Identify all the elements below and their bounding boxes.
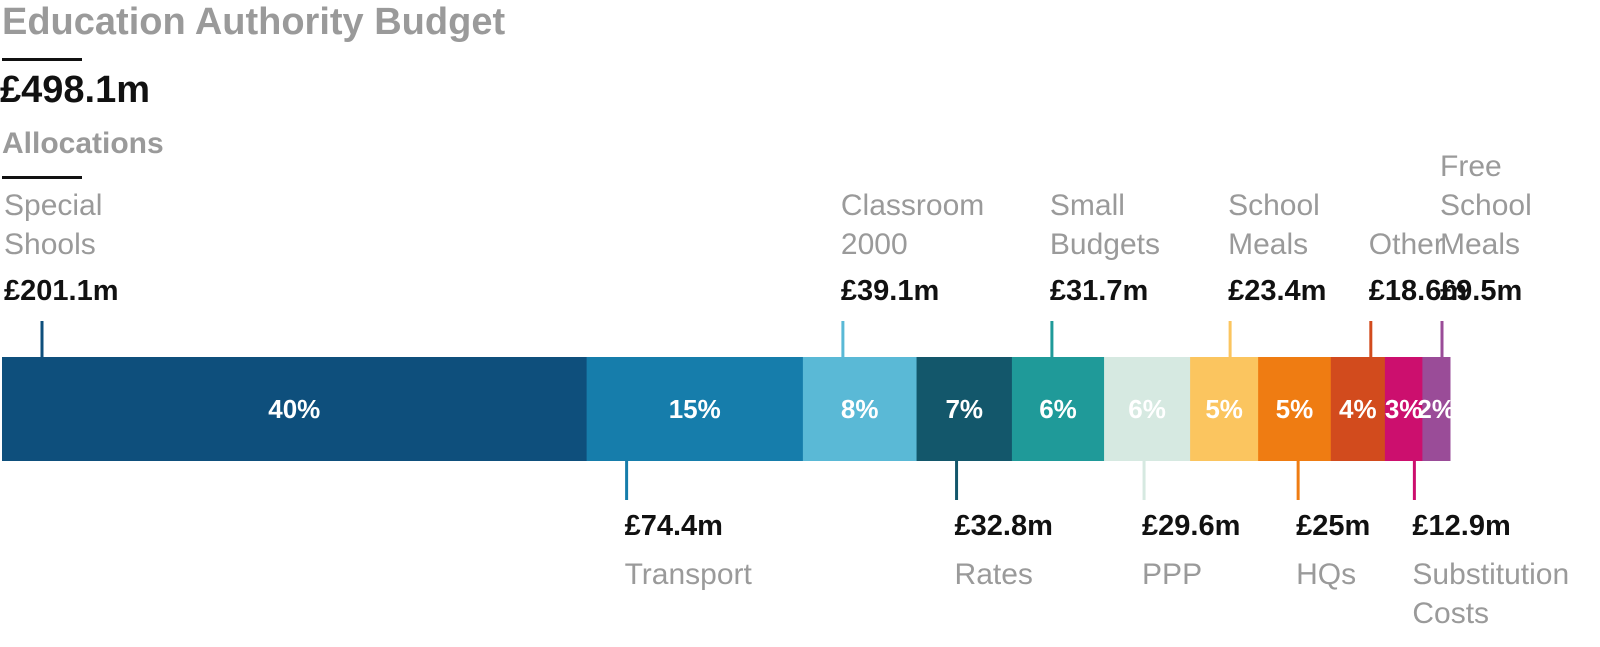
value-label-substitution-costs: £12.9m: [1412, 510, 1510, 542]
bar-segment-substitution-costs: [1384, 357, 1423, 461]
category-label-free-school-meals: Free: [1440, 150, 1502, 183]
value-label-rates: £32.8m: [955, 510, 1053, 542]
category-label-classroom-2000: 2000: [841, 228, 908, 261]
category-label-small-budgets: Small: [1050, 189, 1125, 222]
category-label-substitution-costs: Costs: [1412, 597, 1489, 630]
value-label-free-school-meals: £9.5m: [1440, 275, 1522, 307]
category-label-substitution-costs: Substitution: [1412, 558, 1569, 591]
value-label-special-shools: £201.1m: [4, 275, 119, 307]
percent-label-other: 4%: [1339, 394, 1377, 424]
bar-segment-special-shools: [2, 357, 588, 461]
category-label-free-school-meals: Meals: [1440, 228, 1520, 261]
category-label-rates: Rates: [955, 558, 1033, 591]
category-label-special-shools: Special: [4, 189, 102, 222]
bar-segment-ppp: [1104, 357, 1191, 461]
category-label-hqs: HQs: [1296, 558, 1356, 591]
chart-title: Education Authority Budget: [2, 1, 506, 43]
value-label-ppp: £29.6m: [1142, 510, 1240, 542]
value-label-other: £18.6m: [1369, 275, 1467, 307]
category-label-special-shools: Shools: [4, 228, 96, 261]
subtitle-divider: [2, 176, 82, 179]
percent-label-free-school-meals: 2%: [1417, 394, 1455, 424]
category-label-other: Other: [1369, 228, 1444, 261]
bar-segment-classroom-2000: [802, 357, 918, 461]
category-label-school-meals: School: [1228, 189, 1320, 222]
bar-segment-rates: [916, 357, 1013, 461]
category-label-ppp: PPP: [1142, 558, 1202, 591]
category-label-classroom-2000: Classroom: [841, 189, 984, 222]
category-label-transport: Transport: [625, 558, 753, 591]
percent-label-ppp: 6%: [1128, 394, 1166, 424]
total-budget-value: £498.1m: [0, 69, 151, 111]
percent-label-special-shools: 40%: [268, 394, 320, 424]
category-label-school-meals: Meals: [1228, 228, 1308, 261]
bar-segment-small-budgets: [1011, 357, 1105, 461]
category-label-free-school-meals: School: [1440, 189, 1532, 222]
category-label-small-budgets: Budgets: [1050, 228, 1160, 261]
value-label-transport: £74.4m: [625, 510, 723, 542]
bar-segment-transport: [586, 357, 804, 461]
percent-label-school-meals: 5%: [1205, 394, 1243, 424]
percent-label-rates: 7%: [945, 394, 983, 424]
bar-segment-free-school-meals: [1422, 357, 1451, 461]
value-label-classroom-2000: £39.1m: [841, 275, 939, 307]
percent-label-classroom-2000: 8%: [841, 394, 879, 424]
bar-segment-school-meals: [1190, 357, 1259, 461]
value-label-school-meals: £23.4m: [1228, 275, 1326, 307]
value-label-small-budgets: £31.7m: [1050, 275, 1148, 307]
bar-segment-other: [1330, 357, 1386, 461]
percent-label-transport: 15%: [669, 394, 721, 424]
allocations-subtitle: Allocations: [2, 127, 164, 160]
title-divider: [2, 58, 82, 61]
percent-label-small-budgets: 6%: [1039, 394, 1077, 424]
value-label-hqs: £25m: [1296, 510, 1370, 542]
percent-label-substitution-costs: 3%: [1385, 394, 1423, 424]
percent-label-hqs: 5%: [1276, 394, 1314, 424]
bar-segment-hqs: [1258, 357, 1332, 461]
